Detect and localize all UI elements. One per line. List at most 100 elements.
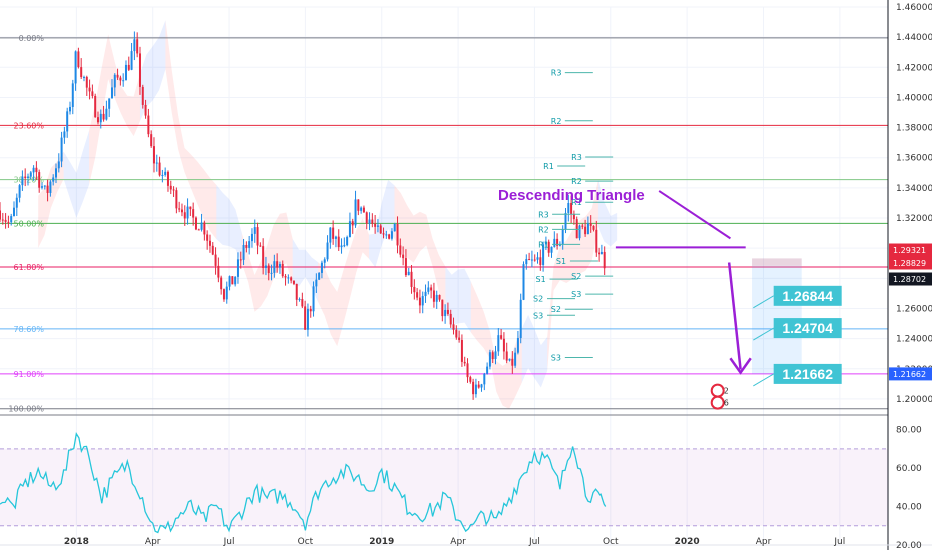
pivot-label-16: S3 xyxy=(571,290,581,299)
x-tick-label-10: Jul xyxy=(833,537,845,547)
candle-body-133 xyxy=(371,219,374,224)
candle-body-169 xyxy=(472,381,475,395)
rsi-tick-label-3: 20.00 xyxy=(896,541,922,550)
cloud-segment-24 xyxy=(190,154,217,240)
cloud-segment-4 xyxy=(63,130,90,218)
candle-body-214 xyxy=(598,252,601,255)
pivot-label-5: R1 xyxy=(571,198,582,207)
triangle-resistance-line xyxy=(668,196,731,240)
candle-body-13 xyxy=(35,167,38,173)
candle-body-131 xyxy=(365,212,368,224)
candle-body-99 xyxy=(276,261,279,268)
candle-body-53 xyxy=(147,115,150,135)
candle-body-2 xyxy=(4,219,7,222)
cloud-segment-20 xyxy=(165,20,191,189)
candle-body-9 xyxy=(24,176,27,178)
candle-body-212 xyxy=(592,225,595,230)
candle-body-35 xyxy=(96,117,99,123)
pivot-label-7: R2 xyxy=(538,225,549,234)
breakdown-arrow-shaft xyxy=(727,262,742,370)
candle-body-16 xyxy=(43,185,46,187)
candle-body-128 xyxy=(357,199,360,211)
candle-body-60 xyxy=(166,171,169,186)
target-connector-1 xyxy=(753,327,774,341)
candle-body-173 xyxy=(483,373,486,385)
candle-body-164 xyxy=(458,337,461,340)
candle-body-162 xyxy=(452,324,455,330)
target-box-0 xyxy=(773,285,842,306)
candle-body-124 xyxy=(346,236,349,246)
candle-body-120 xyxy=(334,236,337,239)
candle-body-51 xyxy=(141,86,144,105)
price-label-3: 1.21662 xyxy=(893,370,926,379)
candle-body-142 xyxy=(396,223,399,246)
candle-body-37 xyxy=(102,113,105,120)
candle-body-118 xyxy=(329,227,332,243)
candle-body-115 xyxy=(320,262,323,273)
candle-body-11 xyxy=(29,172,32,177)
candle-body-157 xyxy=(438,294,441,300)
candle-body-68 xyxy=(189,206,192,210)
candle-body-42 xyxy=(116,74,119,78)
candle-body-160 xyxy=(446,309,449,314)
cloud-segment-68 xyxy=(470,281,497,392)
candle-body-50 xyxy=(138,53,141,87)
candle-body-98 xyxy=(273,261,276,273)
candle-body-77 xyxy=(214,254,217,266)
candle-body-113 xyxy=(315,279,318,287)
candle-body-166 xyxy=(463,361,466,364)
target-zone xyxy=(752,258,802,374)
candle-body-213 xyxy=(595,229,598,253)
cloud-segment-32 xyxy=(241,232,268,312)
candle-body-66 xyxy=(183,212,186,219)
candle-body-7 xyxy=(18,185,21,198)
candle-body-170 xyxy=(474,384,477,395)
candle-body-10 xyxy=(26,176,29,178)
candle-body-29 xyxy=(80,67,83,78)
cloud-segment-48 xyxy=(343,218,370,324)
x-tick-label-0: 2018 xyxy=(64,537,89,547)
event-badge-label-1: 6 xyxy=(724,399,729,408)
candle-body-193 xyxy=(539,257,542,265)
candle-body-85 xyxy=(236,259,239,277)
candle-body-121 xyxy=(337,236,340,248)
candle-body-67 xyxy=(186,206,189,219)
event-badge-label-0: 2 xyxy=(724,387,729,396)
candle-body-149 xyxy=(416,292,419,298)
candle-body-181 xyxy=(505,351,508,361)
candle-body-138 xyxy=(385,234,388,236)
x-tick-label-2: Jul xyxy=(223,537,235,547)
pivot-label-8: R1 xyxy=(538,240,549,249)
candle-body-93 xyxy=(259,245,262,247)
price-label-box-0 xyxy=(889,243,932,257)
target-box-2 xyxy=(773,363,842,384)
candle-body-187 xyxy=(522,264,525,300)
candle-body-151 xyxy=(421,296,424,306)
x-tick-label-6: Jul xyxy=(528,537,540,547)
candle-body-195 xyxy=(544,241,547,245)
candle-body-89 xyxy=(248,241,251,248)
rsi-line xyxy=(0,432,607,534)
candle-body-158 xyxy=(441,299,444,317)
candle-body-72 xyxy=(200,222,203,230)
candle-body-184 xyxy=(514,352,517,366)
candle-body-73 xyxy=(203,222,206,235)
candle-body-148 xyxy=(413,286,416,293)
cloud-segment-60 xyxy=(419,211,446,312)
candle-body-106 xyxy=(295,283,298,300)
candle-body-47 xyxy=(130,51,133,70)
pivot-label-1: R2 xyxy=(551,117,562,126)
candle-body-134 xyxy=(374,223,377,227)
candle-body-140 xyxy=(390,231,393,239)
candlestick-series xyxy=(0,31,606,400)
candle-body-129 xyxy=(360,207,363,211)
candle-body-102 xyxy=(284,276,287,278)
candle-body-216 xyxy=(603,251,606,269)
candle-body-180 xyxy=(502,338,505,352)
candle-body-41 xyxy=(113,74,116,88)
candle-body-210 xyxy=(586,223,589,235)
candle-body-189 xyxy=(528,259,531,261)
y-tick-label-5: 1.36000 xyxy=(896,154,932,164)
candle-body-83 xyxy=(231,276,234,285)
